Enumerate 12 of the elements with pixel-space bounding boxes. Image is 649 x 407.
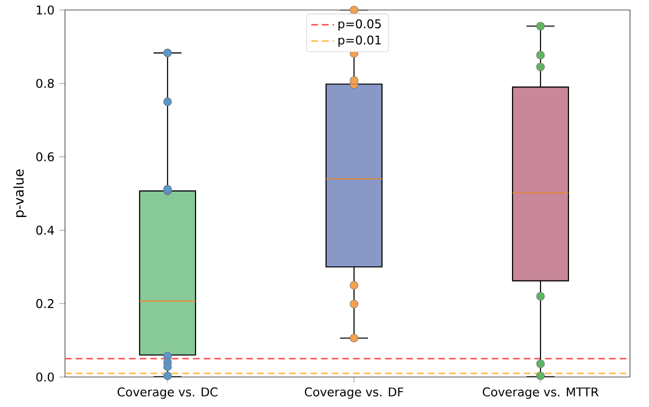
x-tick-label: Coverage vs. DC	[118, 387, 218, 399]
y-tick-label: 0.6	[36, 152, 54, 162]
y-tick-label: 0.0	[36, 372, 54, 382]
y-tick-label: 0.4	[36, 226, 54, 235]
y-tick-label: 0.2	[36, 299, 54, 308]
x-tick-label: Coverage vs. DF	[304, 387, 404, 399]
x-tick-label: Coverage vs. MTTR	[482, 387, 599, 399]
legend-label: p=0.01	[338, 36, 381, 47]
y-axis-title: p-value	[13, 170, 26, 217]
legend-label: p=0.05	[338, 19, 381, 31]
y-tick-label: 1.0	[36, 5, 54, 15]
y-tick-label: 0.8	[36, 78, 54, 88]
